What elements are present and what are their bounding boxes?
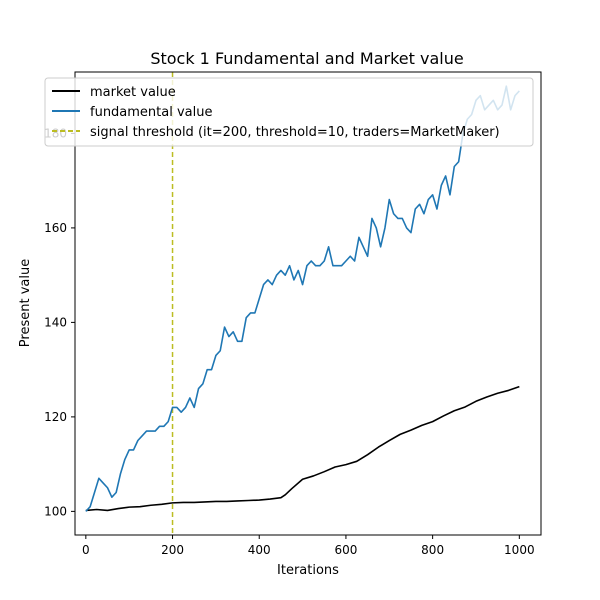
legend-label-signal-threshold: signal threshold (it=200, threshold=10, … [90, 125, 500, 140]
x-tick-label: 0 [82, 543, 90, 557]
y-tick-label: 100 [44, 504, 67, 518]
y-axis-label: Present value [18, 259, 33, 347]
legend: market value fundamental value signal th… [44, 77, 534, 147]
legend-label-market-value: market value [90, 85, 176, 100]
market-value-line [85, 385, 520, 512]
x-tick-label: 200 [161, 543, 184, 557]
x-tick-label: 800 [421, 543, 444, 557]
legend-label-fundamental-value: fundamental value [90, 105, 213, 120]
y-tick-label: 120 [44, 410, 67, 424]
y-tick-label: 160 [44, 221, 67, 235]
x-tick-label: 600 [334, 543, 357, 557]
chart-title: Stock 1 Fundamental and Market value [150, 49, 463, 68]
fundamental-value-line [85, 85, 520, 512]
x-tick-label: 1000 [504, 543, 535, 557]
legend-box [44, 77, 534, 147]
x-axis: 0 200 400 600 800 1000 [82, 535, 535, 557]
x-axis-label: Iterations [277, 563, 339, 578]
y-tick-label: 140 [44, 315, 67, 329]
x-tick-label: 400 [248, 543, 271, 557]
plot-frame [74, 71, 542, 536]
